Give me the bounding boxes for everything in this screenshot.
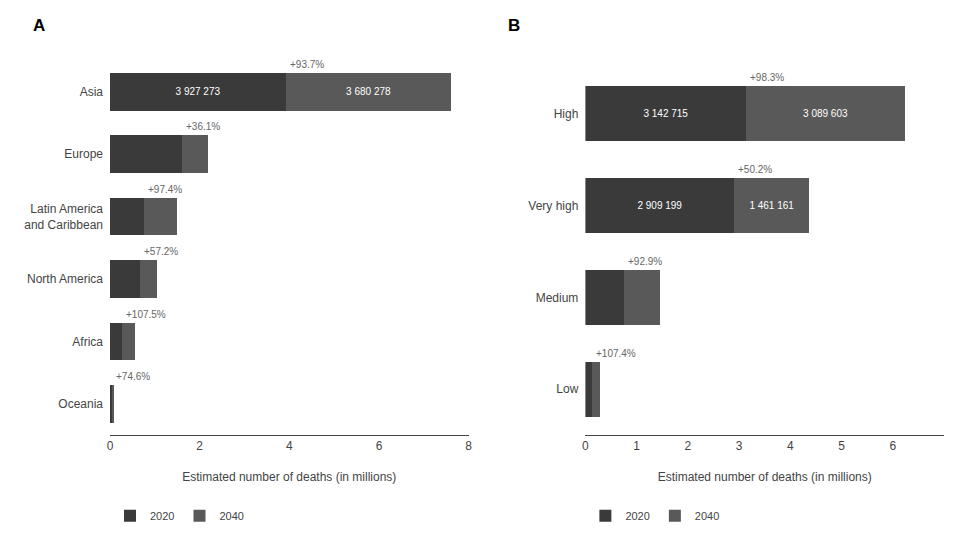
svg-text:Estimated number of deaths (in: Estimated number of deaths (in millions) (182, 470, 396, 484)
svg-text:Estimated number of deaths (in: Estimated number of deaths (in millions) (658, 470, 872, 484)
svg-text:Medium: Medium (536, 291, 579, 305)
svg-text:4: 4 (286, 439, 293, 453)
svg-text:2040: 2040 (695, 510, 719, 522)
svg-text:2040: 2040 (219, 510, 243, 522)
svg-text:8: 8 (465, 439, 472, 453)
svg-text:2: 2 (684, 439, 691, 453)
svg-text:2: 2 (196, 439, 203, 453)
svg-text:0: 0 (107, 439, 114, 453)
svg-text:2 909 199: 2 909 199 (637, 200, 682, 211)
svg-text:4: 4 (787, 439, 794, 453)
svg-text:6: 6 (889, 439, 896, 453)
svg-text:+74.6%: +74.6% (116, 371, 150, 382)
svg-text:Asia: Asia (80, 85, 104, 99)
svg-text:Europe: Europe (64, 147, 103, 161)
svg-text:Latin Americaand Caribbean: Latin Americaand Caribbean (24, 202, 103, 232)
svg-text:3 680 278: 3 680 278 (346, 86, 391, 97)
svg-text:3 142 715: 3 142 715 (643, 108, 688, 119)
svg-text:3: 3 (736, 439, 743, 453)
svg-text:1: 1 (633, 439, 640, 453)
svg-text:B: B (508, 16, 520, 35)
svg-text:0: 0 (582, 439, 589, 453)
svg-text:5: 5 (838, 439, 845, 453)
svg-text:+93.7%: +93.7% (290, 59, 324, 70)
svg-text:+98.3%: +98.3% (750, 72, 784, 83)
svg-text:Very high: Very high (528, 199, 578, 213)
svg-text:+107.4%: +107.4% (596, 348, 636, 359)
svg-text:+92.9%: +92.9% (628, 256, 662, 267)
svg-text:+50.2%: +50.2% (738, 164, 772, 175)
svg-text:2020: 2020 (150, 510, 174, 522)
svg-text:3 089 603: 3 089 603 (803, 108, 848, 119)
svg-text:Oceania: Oceania (58, 397, 103, 411)
svg-text:Africa: Africa (72, 335, 103, 349)
svg-text:3 927 273: 3 927 273 (176, 86, 221, 97)
svg-text:2020: 2020 (625, 510, 649, 522)
svg-text:+107.5%: +107.5% (126, 309, 166, 320)
svg-text:+36.1%: +36.1% (186, 121, 220, 132)
svg-text:6: 6 (376, 439, 383, 453)
svg-text:+57.2%: +57.2% (144, 246, 178, 257)
svg-text:+97.4%: +97.4% (148, 184, 182, 195)
svg-text:North America: North America (27, 272, 103, 286)
svg-text:1 461 161: 1 461 161 (749, 200, 794, 211)
svg-text:High: High (554, 107, 579, 121)
svg-text:A: A (33, 16, 45, 35)
svg-text:Low: Low (556, 382, 578, 396)
